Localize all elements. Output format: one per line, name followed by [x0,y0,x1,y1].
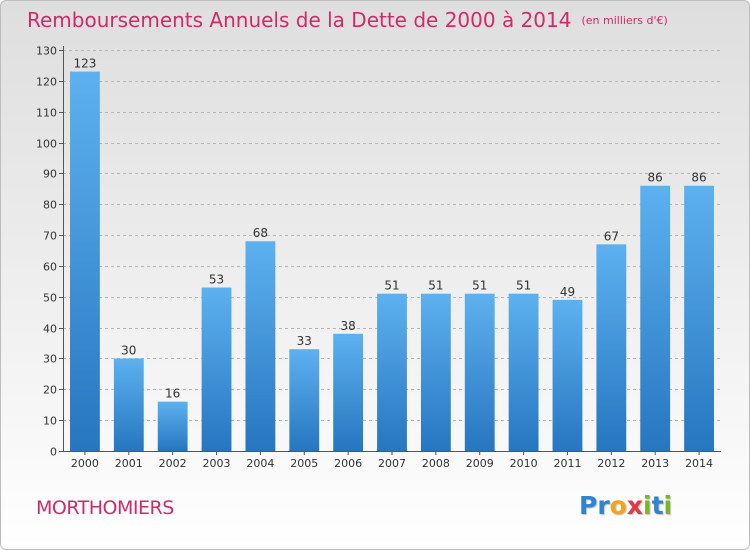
data-label: 16 [165,387,180,401]
data-label: 51 [516,279,531,293]
bar-2005 [289,349,320,451]
y-tick-label: 100 [36,138,57,151]
bar-2001 [113,358,144,451]
y-tick-label: 90 [43,168,57,181]
data-label: 38 [340,319,355,333]
y-tick-label: 30 [43,353,57,366]
data-label: 51 [472,279,487,293]
axes [59,46,721,455]
y-tick-label: 60 [43,261,57,274]
bars [70,71,714,451]
x-tick-label: 2007 [378,457,406,470]
bar-2013 [640,185,671,451]
x-tick-label: 2012 [597,457,625,470]
y-tick-label: 70 [43,230,57,243]
y-tick-label: 130 [36,45,57,58]
x-tick-label: 2006 [334,457,362,470]
y-tick-label: 110 [36,107,57,120]
bar-2004 [245,241,276,451]
x-tick-label: 2008 [422,457,450,470]
logo-letter: t [651,491,664,520]
bar-2006 [333,333,364,451]
y-tick-label: 20 [43,384,57,397]
data-label: 86 [648,171,663,185]
x-tick-label: 2003 [203,457,231,470]
data-label: 123 [73,57,96,71]
bar-2009 [464,293,495,451]
y-tick-label: 80 [43,199,57,212]
x-tick-label: 2013 [641,457,669,470]
data-label: 51 [428,279,443,293]
x-tick-label: 2010 [510,457,538,470]
y-tick-label: 0 [50,446,57,459]
x-axis-tick-labels: 2000 2001 2002 2003 2004 2005 2006 2007 2008 2009… [71,457,713,470]
bar-2002 [157,401,188,451]
x-tick-label: 2011 [553,457,581,470]
y-axis-tick-labels: 0 10 20 30 40 50 60 70 80 90 100 110 120 130 [36,45,57,459]
x-tick-label: 2000 [71,457,99,470]
y-tick-label: 50 [43,292,57,305]
x-tick-label: 2002 [159,457,187,470]
chart-subtitle: (en milliers d'€) [581,14,668,27]
bar-2011 [552,299,583,451]
location-name: MORTHOMIERS [36,497,174,519]
logo-letter: i [643,491,652,520]
x-tick-label: 2009 [466,457,494,470]
logo-letter: o [609,491,627,520]
logo-letter: x [626,491,643,520]
bar-2010 [508,293,539,451]
data-label: 51 [384,279,399,293]
bar-2014 [684,185,714,451]
data-label: 68 [253,226,268,240]
bar-2007 [377,293,407,451]
x-tick-label: 2014 [685,457,713,470]
data-label: 86 [691,171,706,185]
bar-2012 [596,244,627,451]
x-tick-label: 2004 [246,457,274,470]
bar-2000 [70,71,100,451]
y-tick-label: 120 [36,76,57,89]
chart-title-text: Remboursements Annuels de la Dette de 20… [27,8,572,32]
data-labels: 123 30 16 53 68 33 38 51 51 51 51 49 67 86 86 [73,57,706,401]
data-label: 49 [560,285,575,299]
chart-title: Remboursements Annuels de la Dette de 20… [27,8,668,32]
proxiti-logo: Proxiti [579,491,672,520]
bar-2008 [420,293,451,451]
logo-letter: r [597,491,610,520]
x-tick-label: 2001 [115,457,143,470]
y-tick-label: 40 [43,323,57,336]
data-label: 53 [209,273,224,287]
data-label: 30 [121,343,136,357]
x-tick-label: 2005 [290,457,318,470]
y-tick-label: 10 [43,415,57,428]
bar-2003 [201,287,232,451]
logo-letter: P [579,491,598,520]
data-label: 33 [297,334,312,348]
logo-letter: i [663,491,673,520]
data-label: 67 [604,229,619,243]
